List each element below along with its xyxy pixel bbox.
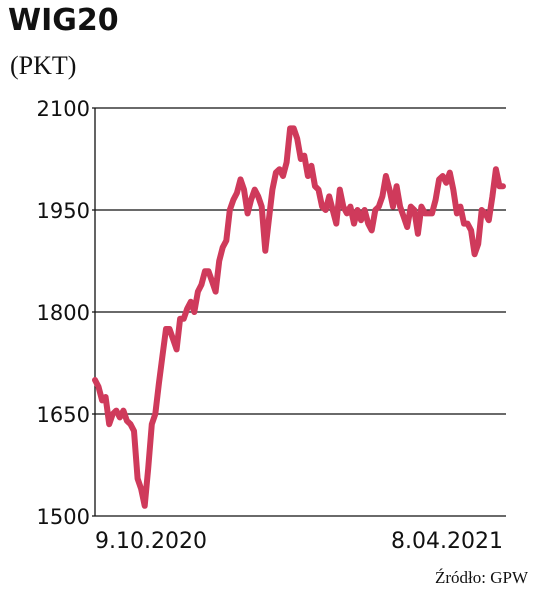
- y-tick-label: 1950: [37, 199, 90, 223]
- x-tick-label: 8.04.2021: [391, 529, 503, 554]
- y-tick-label: 2100: [37, 97, 90, 121]
- line: [92, 125, 506, 509]
- y-tick-label: 1500: [37, 505, 90, 529]
- x-tick-label: 9.10.2020: [95, 529, 207, 554]
- chart-subtitle: (PKT): [10, 51, 76, 80]
- y-tick-label: 1650: [37, 403, 90, 427]
- chart-title: WIG20: [8, 3, 119, 38]
- y-tick-label: 1800: [37, 301, 90, 325]
- source: Źródło: GPW: [435, 568, 529, 587]
